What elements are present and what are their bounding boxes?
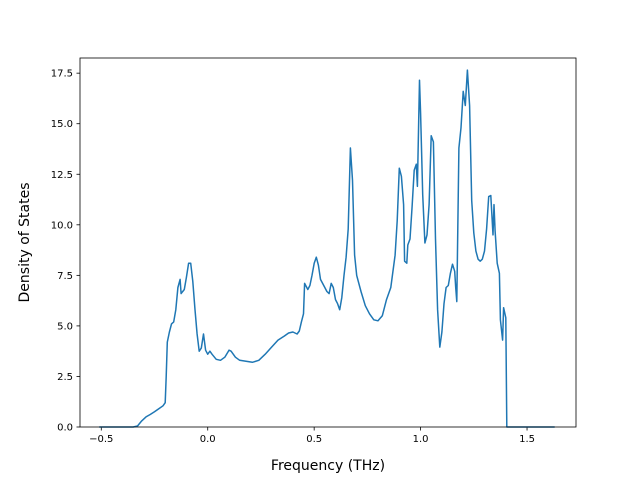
x-tick-label: 1.0 (413, 434, 429, 445)
y-tick-label: 12.5 (51, 170, 73, 181)
y-tick-label: 15.0 (51, 119, 73, 130)
x-tick-label: 0.5 (306, 434, 322, 445)
y-tick-label: 2.5 (57, 372, 73, 383)
y-tick-label: 7.5 (57, 271, 73, 282)
axes-frame (79, 57, 577, 428)
y-tick-label: 0.0 (57, 423, 73, 434)
axis-ticks: −0.5 0.0 0.5 1.0 1.5 0.0 2.5 5.0 7.5 10.0 12.5 15.0… (51, 69, 535, 445)
plot-background (80, 58, 576, 427)
x-tick-label: −0.5 (89, 434, 113, 445)
x-tick-label: 0.0 (200, 434, 216, 445)
x-tick-label: 1.5 (519, 434, 535, 445)
y-tick-label: 10.0 (51, 220, 73, 231)
dos-series-line (99, 69, 555, 428)
y-tick-label: 17.5 (51, 69, 73, 80)
y-axis-label: Density of States (17, 183, 33, 303)
x-axis-label: Frequency (THz) (271, 458, 385, 474)
y-tick-label: 5.0 (57, 321, 73, 332)
